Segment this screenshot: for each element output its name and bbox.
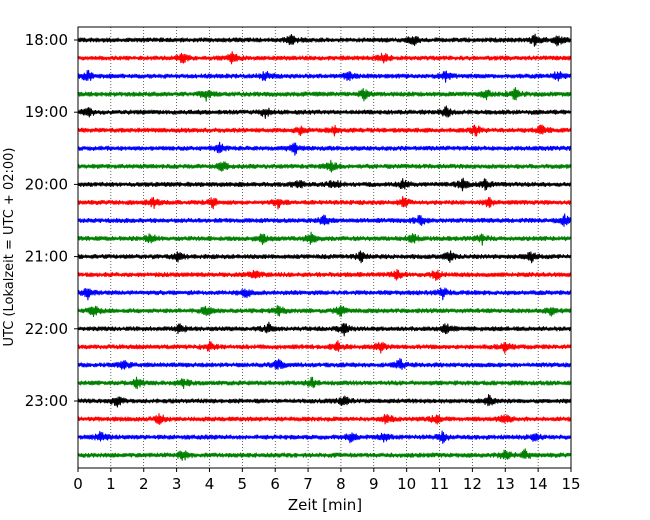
trace-line: [77, 33, 572, 47]
x-axis-ticks: 0 1 2 3 4 5 6 7 8 9 10 11 12 13 14 15: [73, 468, 581, 493]
trace-line: [77, 105, 572, 119]
trace-line: [77, 413, 572, 425]
trace-line: [77, 268, 572, 281]
y-tick-label: 20:00: [25, 175, 68, 193]
x-tick-label: 1: [106, 475, 116, 493]
y-tick-label: 22:00: [25, 320, 68, 338]
y-tick-label: 18:00: [25, 31, 68, 49]
x-tick-label: 10: [397, 475, 416, 493]
y-tick-label: 23:00: [25, 392, 68, 410]
x-tick-label: 6: [270, 475, 280, 493]
x-tick-label: 5: [238, 475, 248, 493]
trace-line: [77, 340, 572, 354]
plot-frame: [77, 26, 572, 469]
trace-line: [77, 213, 572, 227]
trace-line: [77, 141, 572, 156]
y-tick-label: 21:00: [25, 248, 68, 266]
x-tick-label: 12: [463, 475, 482, 493]
trace-line: [77, 87, 572, 102]
x-axis-label: Zeit [min]: [288, 496, 362, 514]
trace-line: [77, 231, 572, 246]
x-tick-label: 11: [430, 475, 449, 493]
x-tick-label: 3: [172, 475, 182, 493]
trace-line: [77, 51, 572, 65]
x-tick-label: 9: [369, 475, 379, 493]
trace-line: [77, 321, 572, 337]
x-tick-label: 15: [561, 475, 580, 493]
trace-line: [77, 124, 572, 137]
trace-line: [77, 430, 572, 444]
x-tick-label: 8: [336, 475, 346, 493]
y-axis-label: UTC (Lokalzeit = UTC + 02:00): [2, 148, 17, 347]
y-axis-ticks: 18:00 19:00 20:00 21:00 22:00 23:00: [25, 31, 78, 410]
trace-line: [77, 393, 572, 408]
x-tick-label: 0: [73, 475, 83, 493]
trace-line: [77, 357, 572, 370]
trace-line: [77, 69, 572, 83]
trace-line: [77, 177, 572, 192]
trace-line: [77, 287, 572, 301]
trace-line: [77, 448, 572, 461]
trace-line: [77, 304, 572, 318]
x-tick-label: 4: [205, 475, 215, 493]
y-tick-label: 19:00: [25, 103, 68, 121]
trace-line: [77, 195, 572, 210]
x-tick-label: 2: [139, 475, 149, 493]
trace-line: [77, 159, 572, 173]
trace-line: [77, 250, 572, 264]
x-tick-label: 14: [529, 475, 548, 493]
x-tick-label: 7: [303, 475, 313, 493]
x-tick-label: 13: [496, 475, 515, 493]
seismic-traces: [77, 33, 572, 461]
trace-line: [77, 376, 572, 390]
